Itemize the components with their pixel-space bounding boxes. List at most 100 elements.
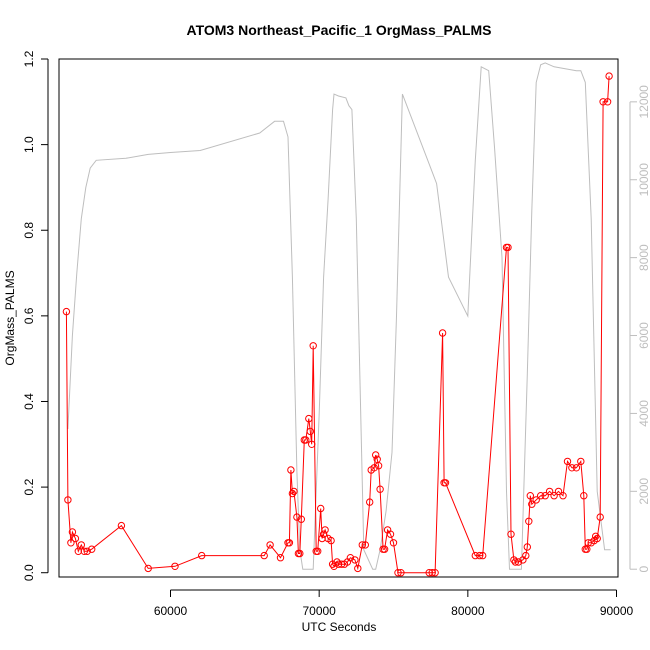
- y-tick-label: 0.8: [22, 222, 36, 239]
- data-point: [386, 530, 395, 538]
- data-point: [541, 492, 549, 500]
- data-point: [71, 534, 80, 543]
- y2-tick-label: 0: [637, 566, 650, 573]
- plot-frame: [58, 58, 619, 578]
- data-point: [266, 541, 274, 549]
- data-point: [572, 464, 581, 472]
- data-point: [525, 517, 533, 525]
- y-tick-label: 0.6: [22, 307, 36, 324]
- data-point: [67, 539, 75, 547]
- y2-tick-label: 4000: [637, 400, 650, 427]
- data-point: [471, 551, 479, 560]
- data-point: [302, 436, 310, 444]
- data-point: [476, 551, 484, 560]
- series-line-secondary: [67, 62, 611, 570]
- data-point: [80, 547, 89, 555]
- data-point: [394, 569, 402, 577]
- data-point: [288, 489, 297, 498]
- data-point: [603, 98, 612, 106]
- chart-title: ATOM3 Northeast_Pacific_1 OrgMass_PALMS: [187, 22, 492, 38]
- data-point: [317, 504, 325, 513]
- data-point: [83, 547, 91, 555]
- x-axis-label: UTC Seconds: [302, 620, 377, 634]
- data-point: [580, 492, 588, 500]
- data-point: [545, 487, 554, 496]
- data-point: [526, 492, 534, 500]
- x-tick-label: 80000: [451, 604, 485, 618]
- y2-tick-label: 10000: [637, 163, 650, 197]
- data-point: [305, 414, 313, 423]
- data-point: [514, 558, 523, 566]
- series-layer: [62, 62, 613, 577]
- data-point: [554, 487, 563, 496]
- data-point: [198, 551, 206, 560]
- y-axis-left: 0.0 0.2 0.4 0.6 0.8 1.0 1.2: [22, 50, 49, 581]
- y-tick-label: 1.2: [22, 50, 36, 67]
- data-point: [380, 545, 389, 553]
- data-point: [287, 466, 295, 474]
- data-point: [314, 547, 322, 555]
- data-point: [563, 457, 572, 466]
- data-point: [438, 329, 447, 337]
- x-axis: 60000 70000 80000 90000: [154, 589, 634, 618]
- data-point: [479, 551, 487, 560]
- data-point: [528, 500, 536, 508]
- y2-tick-label: 12000: [637, 85, 650, 119]
- data-point: [308, 440, 316, 448]
- data-point: [568, 464, 576, 472]
- data-point: [361, 541, 369, 549]
- data-point: [592, 532, 600, 540]
- data-point: [376, 485, 384, 493]
- data-point: [260, 551, 268, 560]
- data-point: [441, 479, 450, 487]
- y2-tick-label: 8000: [637, 244, 650, 271]
- data-point: [431, 569, 439, 577]
- data-point: [88, 545, 96, 553]
- data-point: [370, 464, 378, 472]
- data-point: [346, 554, 355, 562]
- data-point: [285, 539, 294, 547]
- data-point: [593, 534, 601, 543]
- data-point: [605, 72, 613, 80]
- data-point: [333, 558, 341, 566]
- data-point: [537, 492, 545, 500]
- y-tick-label: 0.4: [22, 393, 36, 410]
- x-tick-label: 90000: [600, 604, 634, 618]
- data-point: [596, 513, 604, 521]
- data-point: [117, 521, 126, 530]
- data-point: [68, 528, 77, 536]
- data-point: [290, 487, 298, 496]
- data-point: [293, 513, 301, 521]
- data-point: [599, 98, 607, 106]
- data-point: [522, 551, 530, 560]
- data-point: [276, 554, 285, 562]
- data-point: [306, 427, 314, 436]
- data-point: [372, 451, 380, 459]
- x-tick-label: 70000: [302, 604, 336, 618]
- data-point: [577, 457, 585, 466]
- data-point: [358, 541, 366, 549]
- data-point: [327, 536, 335, 545]
- data-point: [296, 549, 304, 558]
- y-axis-right: 0 2000 4000 6000 8000 10000 12000: [629, 85, 650, 573]
- y-tick-label: 0.2: [22, 478, 36, 495]
- data-point: [309, 342, 317, 350]
- y-tick-label: 1.0: [22, 136, 36, 153]
- data-point: [366, 498, 374, 506]
- x-tick-label: 60000: [154, 604, 188, 618]
- data-point: [77, 541, 86, 549]
- data-point: [62, 307, 71, 316]
- data-point: [511, 558, 520, 566]
- data-point: [64, 496, 72, 504]
- data-point: [550, 492, 558, 500]
- data-point: [504, 243, 512, 252]
- data-point: [507, 530, 515, 538]
- data-point: [510, 556, 518, 564]
- data-point: [171, 562, 179, 570]
- y-tick-label: 0.0: [22, 564, 36, 581]
- data-point: [523, 543, 531, 551]
- data-point: [374, 462, 383, 470]
- data-point: [532, 496, 540, 504]
- y2-tick-label: 2000: [637, 478, 650, 505]
